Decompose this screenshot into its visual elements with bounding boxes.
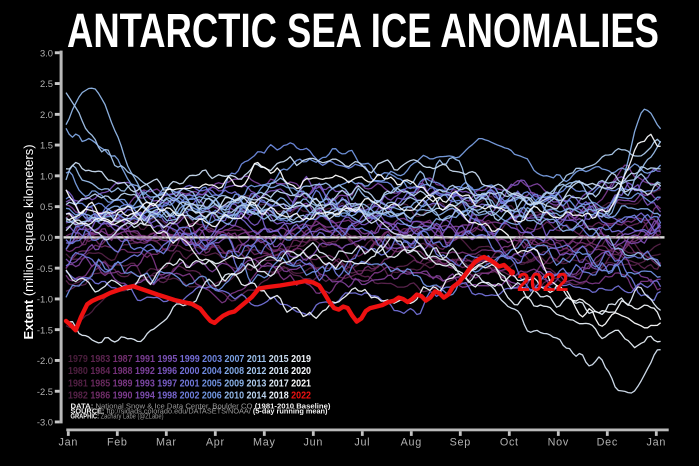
svg-text:1982 1986 1990 1994 1998 2002: 1982 1986 1990 1994 1998 2002 2006 2010 … [68, 390, 311, 401]
svg-text:-0.5: -0.5 [37, 263, 53, 274]
svg-text:2.5: 2.5 [40, 78, 53, 89]
svg-text:1.0: 1.0 [40, 171, 53, 182]
svg-text:Dec: Dec [597, 437, 618, 449]
svg-text:ANTARCTIC SEA ICE ANOMALIES: ANTARCTIC SEA ICE ANOMALIES [67, 5, 659, 58]
svg-text:0.5: 0.5 [40, 201, 53, 212]
svg-text:Jan: Jan [647, 437, 667, 449]
svg-text:1980 1984 1988 1992 1996 2000: 1980 1984 1988 1992 1996 2000 2004 2008 … [68, 366, 311, 377]
svg-text:-3.0: -3.0 [37, 417, 53, 428]
svg-text:Jun: Jun [304, 437, 324, 449]
svg-text:3.0: 3.0 [40, 47, 53, 58]
svg-text:-2.5: -2.5 [37, 386, 53, 397]
svg-text:Extent (million square kilomet: Extent (million square kilometers) [21, 144, 36, 339]
svg-text:Apr: Apr [206, 437, 225, 449]
svg-text:DATA: National Snow & Ice Data: DATA: National Snow & Ice Data Center, B… [71, 403, 331, 410]
svg-text:1981 1985 1989 1993 1997 2001: 1981 1985 1989 1993 1997 2001 2005 2009 … [68, 378, 311, 389]
svg-text:SOURCE: ftp://sidads.colorado.: SOURCE: ftp://sidads.colorado.edu/DATASE… [71, 409, 328, 416]
svg-text:1.5: 1.5 [40, 140, 53, 151]
svg-text:Mar: Mar [156, 437, 177, 449]
svg-text:2.0: 2.0 [40, 109, 53, 120]
svg-text:Nov: Nov [548, 437, 569, 449]
svg-text:-1.5: -1.5 [37, 324, 53, 335]
svg-text:Oct: Oct [500, 437, 519, 449]
svg-text:0.0: 0.0 [40, 232, 53, 243]
svg-text:May: May [253, 437, 276, 449]
svg-text:Feb: Feb [107, 437, 128, 449]
svg-text:GRAPHIC: Zachary Labe (@ZLabe): GRAPHIC: Zachary Labe (@ZLabe) [71, 414, 164, 421]
svg-text:Jul: Jul [354, 437, 370, 449]
svg-text:Aug: Aug [401, 437, 422, 449]
svg-text:-1.0: -1.0 [37, 294, 53, 305]
svg-text:Jan: Jan [59, 437, 79, 449]
svg-text:-2.0: -2.0 [37, 355, 53, 366]
svg-text:Sep: Sep [450, 437, 471, 449]
svg-text:1979 1983 1987 1991 1995 1999: 1979 1983 1987 1991 1995 1999 2003 2007 … [68, 354, 311, 365]
svg-text:2022: 2022 [517, 269, 569, 297]
